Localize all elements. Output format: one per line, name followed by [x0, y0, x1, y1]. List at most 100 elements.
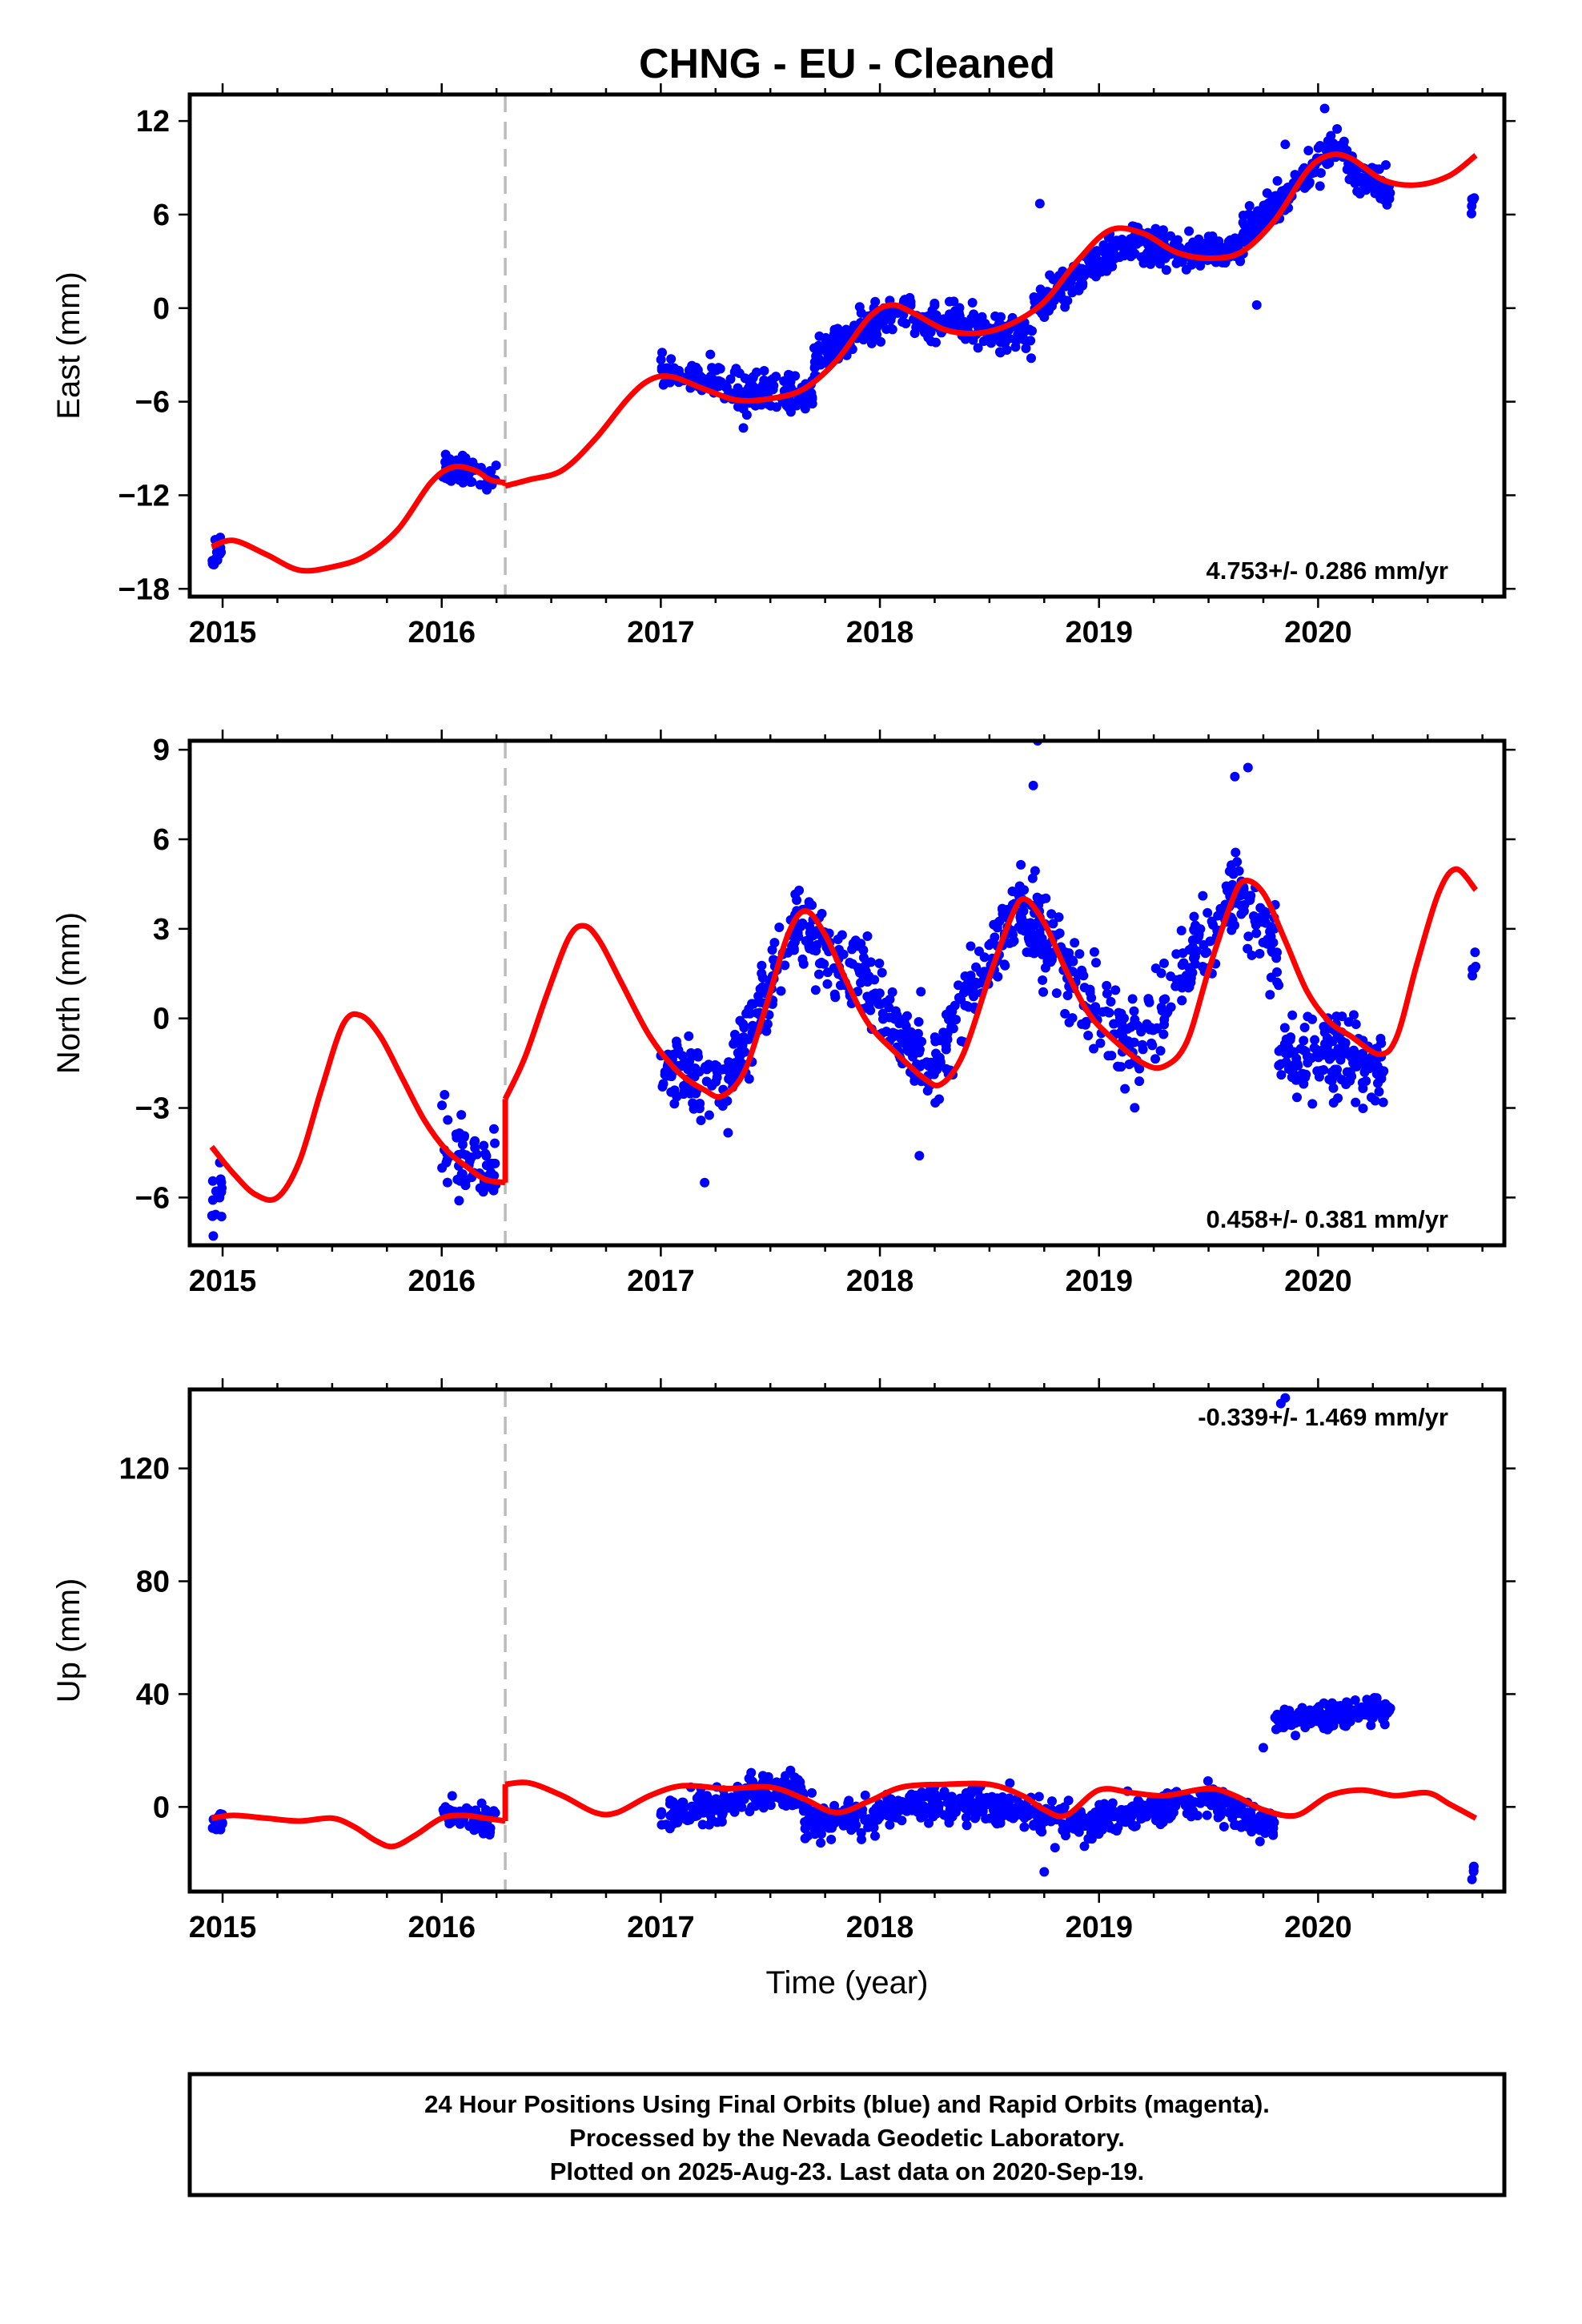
data-point — [930, 1036, 941, 1047]
data-point — [1030, 296, 1040, 307]
data-point — [1028, 780, 1038, 790]
data-point — [729, 1807, 740, 1817]
data-point — [1086, 1821, 1096, 1831]
data-point — [1085, 987, 1095, 998]
data-point — [861, 967, 871, 977]
data-point — [1260, 1828, 1271, 1839]
data-point — [1038, 943, 1048, 953]
data-point — [1350, 178, 1360, 188]
data-point — [1268, 1830, 1279, 1840]
data-point — [1255, 211, 1266, 221]
data-point — [856, 308, 866, 318]
data-point — [1130, 1015, 1140, 1025]
data-point — [1161, 1806, 1171, 1816]
model-curve — [211, 464, 506, 574]
data-point — [211, 1824, 222, 1835]
data-point — [457, 1140, 468, 1150]
data-point — [705, 349, 716, 360]
data-point — [830, 344, 841, 355]
data-point — [1074, 279, 1085, 290]
data-point — [1331, 1011, 1342, 1022]
data-point — [737, 1802, 747, 1812]
data-point — [447, 1791, 457, 1801]
data-point — [1283, 183, 1294, 193]
data-point — [665, 1799, 675, 1809]
data-point — [882, 1811, 893, 1821]
data-point — [1101, 1006, 1111, 1016]
data-point — [1184, 963, 1195, 973]
data-point — [872, 322, 882, 332]
data-point — [1266, 972, 1276, 983]
data-point — [998, 1791, 1008, 1802]
data-point — [1468, 971, 1478, 981]
data-point — [1343, 1017, 1354, 1027]
data-point — [818, 1817, 829, 1827]
x-tick-label: 2019 — [1065, 1911, 1133, 1944]
x-tick-label: 2017 — [627, 616, 695, 649]
y-tick-label: 9 — [153, 734, 170, 767]
data-point — [866, 338, 877, 348]
data-point — [804, 897, 814, 907]
data-point — [781, 1800, 791, 1811]
data-point — [1048, 274, 1058, 284]
data-point — [1102, 988, 1112, 999]
data-point — [1231, 847, 1241, 858]
x-tick-label: 2018 — [846, 616, 914, 649]
data-point — [875, 999, 885, 1009]
data-point — [966, 941, 976, 951]
data-point — [1372, 1078, 1383, 1088]
data-point — [817, 957, 827, 967]
data-point — [1054, 912, 1064, 923]
data-point — [1148, 1025, 1158, 1035]
data-point — [722, 1096, 733, 1106]
data-point — [790, 1799, 801, 1809]
data-point — [1051, 988, 1062, 999]
data-point — [457, 1168, 468, 1179]
data-point — [1355, 188, 1365, 199]
data-point — [696, 1115, 706, 1125]
y-axis-label: North (mm) — [51, 912, 86, 1074]
data-point — [1128, 1802, 1138, 1812]
x-tick-label: 2016 — [408, 1265, 476, 1298]
data-point — [924, 1818, 934, 1828]
data-point — [915, 1061, 926, 1072]
data-point — [1029, 1820, 1039, 1831]
data-point — [703, 1803, 713, 1813]
data-point — [1095, 1038, 1106, 1048]
data-point — [1177, 995, 1187, 1006]
data-point — [1276, 1070, 1287, 1080]
data-point — [933, 1805, 943, 1815]
data-point — [1078, 971, 1089, 981]
data-point — [1466, 208, 1476, 219]
data-point — [444, 1819, 455, 1829]
data-point — [488, 1124, 499, 1134]
data-point — [930, 300, 940, 311]
data-point — [1239, 906, 1249, 916]
data-point — [766, 384, 777, 395]
data-point — [1060, 947, 1070, 958]
data-point — [1335, 1055, 1346, 1065]
data-point — [800, 1833, 810, 1844]
data-point — [1191, 920, 1201, 931]
data-point — [1161, 265, 1171, 275]
data-point — [1332, 123, 1343, 134]
data-point — [673, 1817, 683, 1827]
data-point — [1260, 907, 1271, 918]
data-point — [946, 312, 956, 323]
data-point — [1318, 1050, 1328, 1060]
y-tick-label: −6 — [135, 1181, 170, 1215]
data-point — [715, 1800, 725, 1811]
data-point — [704, 1819, 714, 1830]
data-point — [1189, 911, 1199, 922]
data-point — [876, 1801, 886, 1811]
data-point — [1009, 935, 1019, 946]
panel-up: 0 40 80 120 2015 2016 2017 2018 2019 2020 Up (mm) T… — [51, 1378, 1516, 2000]
data-point — [1375, 1701, 1386, 1711]
data-point — [1253, 219, 1263, 229]
data-point — [1231, 1820, 1242, 1831]
data-point — [1367, 1701, 1377, 1711]
data-point — [475, 480, 485, 490]
data-point — [967, 987, 978, 998]
data-point — [1090, 1002, 1101, 1012]
x-tick-label: 2016 — [408, 616, 476, 649]
